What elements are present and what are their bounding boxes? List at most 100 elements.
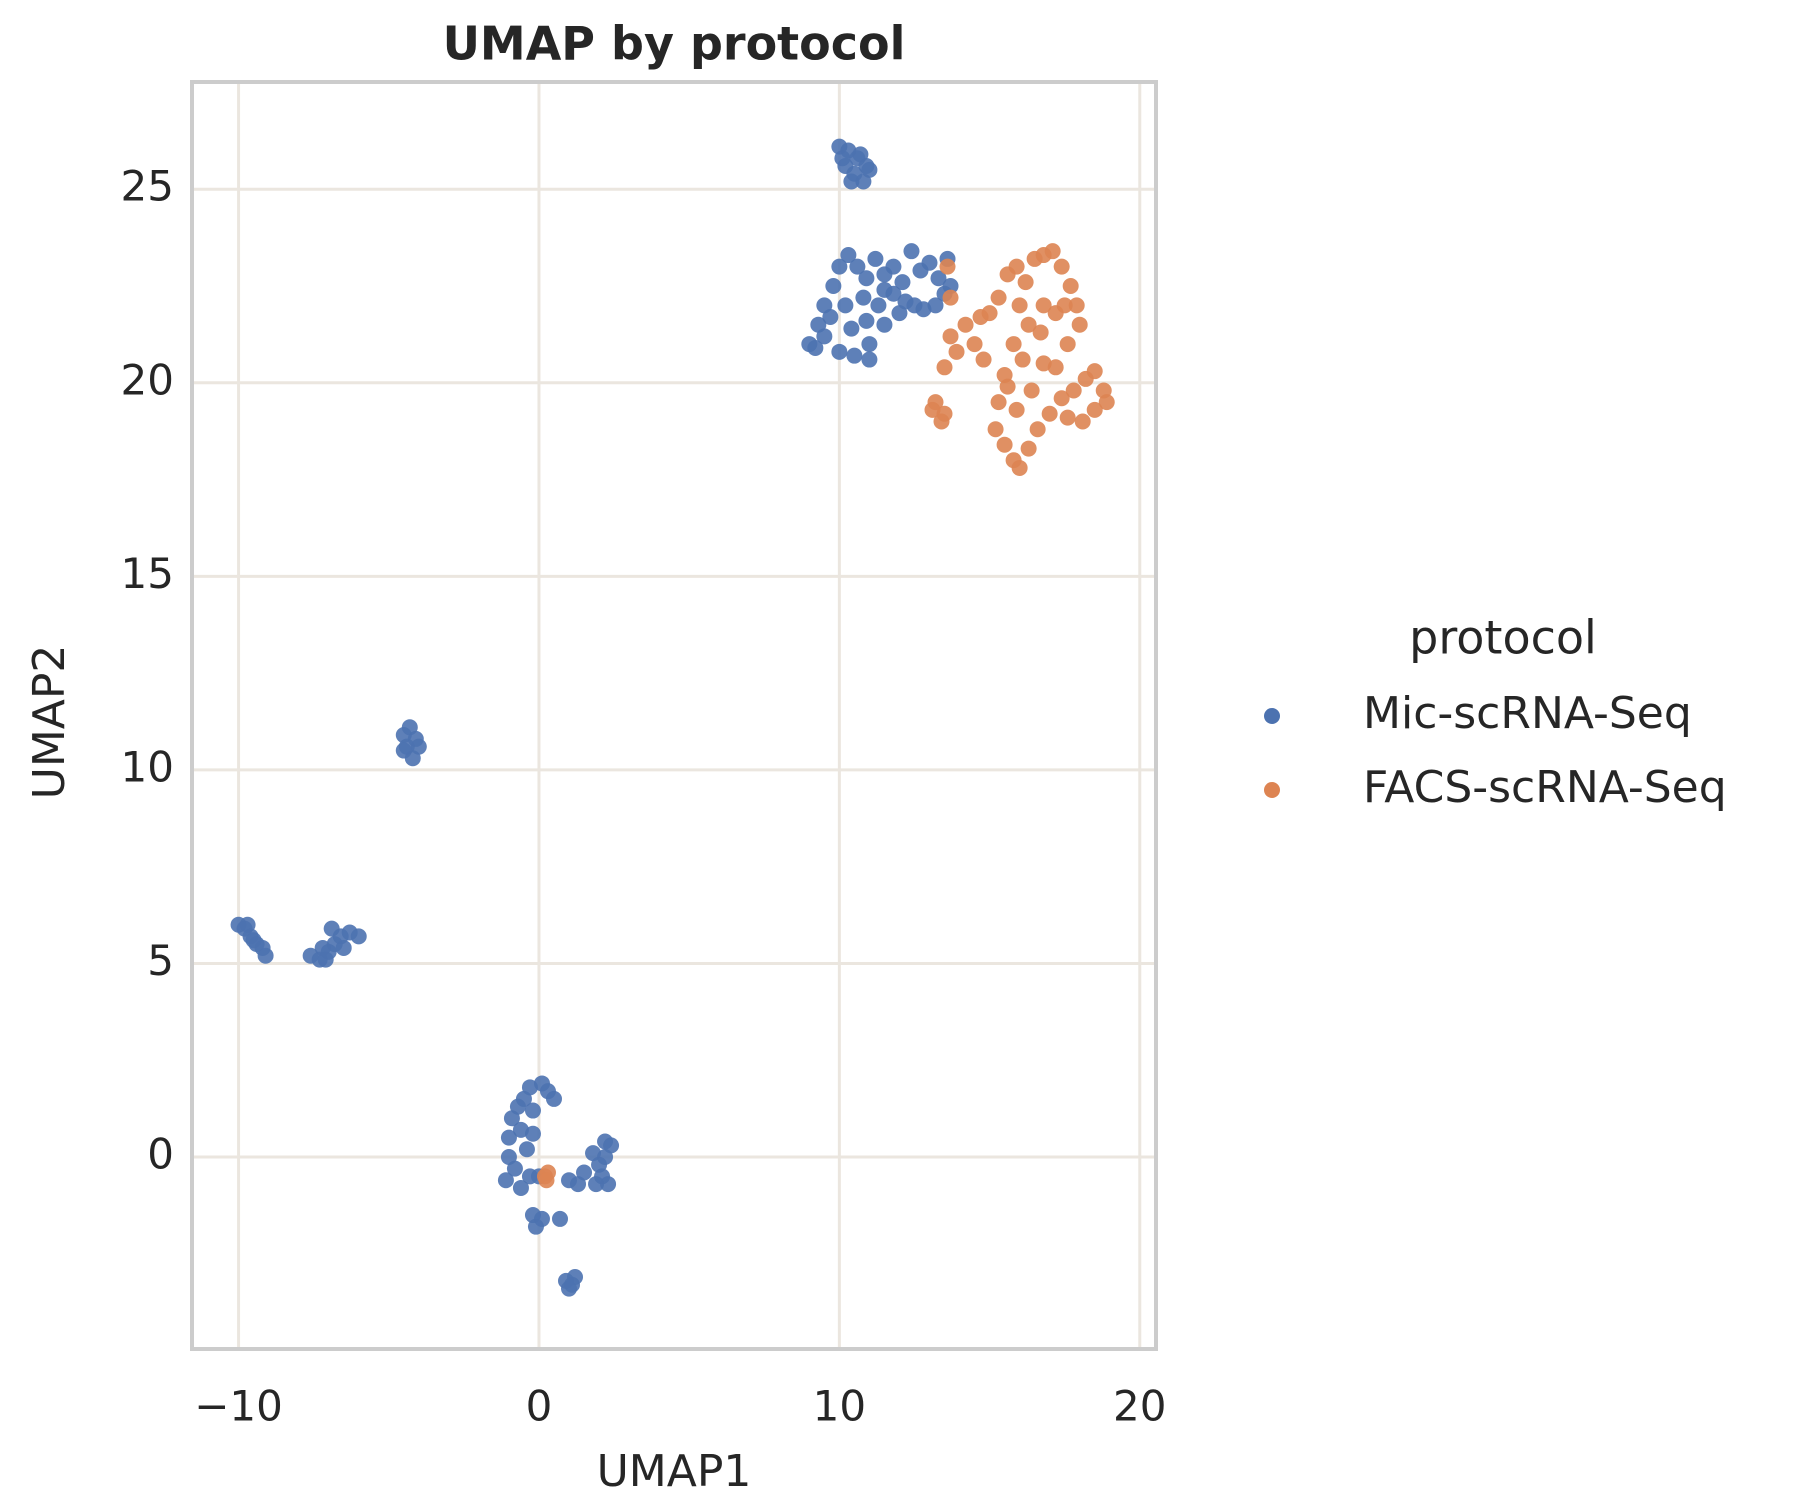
point xyxy=(245,932,262,949)
point xyxy=(561,1280,578,1297)
point xyxy=(551,1210,568,1227)
point xyxy=(1008,258,1025,275)
point xyxy=(936,359,953,376)
y-tick-label: 15 xyxy=(121,549,174,598)
y-tick-label: 5 xyxy=(147,936,174,985)
point xyxy=(858,270,875,287)
point xyxy=(948,343,965,360)
point xyxy=(545,1090,562,1107)
point xyxy=(825,278,842,295)
legend-label: FACS-scRNA-Seq xyxy=(1363,762,1727,813)
axes-frame xyxy=(190,80,1158,1351)
point xyxy=(1086,401,1103,418)
point xyxy=(1035,355,1052,372)
point xyxy=(822,308,839,325)
point xyxy=(524,1125,541,1142)
point xyxy=(870,297,887,314)
point xyxy=(867,250,884,267)
point xyxy=(990,394,1007,411)
point xyxy=(1035,297,1052,314)
point xyxy=(972,308,989,325)
point xyxy=(942,278,959,295)
point xyxy=(852,146,869,163)
x-tick-label: 10 xyxy=(813,1382,866,1431)
point xyxy=(849,258,866,275)
point xyxy=(524,1102,541,1119)
point xyxy=(1029,421,1046,438)
grid xyxy=(192,82,1156,1349)
point xyxy=(1059,336,1076,353)
point xyxy=(1041,405,1058,422)
point xyxy=(335,939,352,956)
point xyxy=(966,336,983,353)
point xyxy=(903,243,920,260)
point xyxy=(831,258,848,275)
point xyxy=(1098,394,1115,411)
point xyxy=(350,928,367,945)
point xyxy=(885,258,902,275)
point xyxy=(597,1148,614,1165)
point xyxy=(846,347,863,364)
point xyxy=(930,270,947,287)
point xyxy=(831,343,848,360)
point xyxy=(894,274,911,291)
point xyxy=(395,742,412,759)
point xyxy=(1008,401,1025,418)
point xyxy=(1020,440,1037,457)
point xyxy=(843,173,860,190)
point xyxy=(957,316,974,333)
point xyxy=(939,258,956,275)
point xyxy=(512,1121,529,1138)
point xyxy=(1005,336,1022,353)
point xyxy=(897,293,914,310)
point xyxy=(807,339,824,356)
x-tick-label: 0 xyxy=(526,1382,553,1431)
point xyxy=(936,405,953,422)
point xyxy=(410,738,427,755)
point xyxy=(855,289,872,306)
point xyxy=(257,947,274,964)
legend-title: protocol xyxy=(1409,611,1597,665)
point xyxy=(524,1207,541,1224)
point xyxy=(990,289,1007,306)
point xyxy=(876,281,893,298)
point xyxy=(876,316,893,333)
point xyxy=(576,1164,593,1181)
point xyxy=(1068,297,1085,314)
point xyxy=(858,312,875,329)
point xyxy=(840,247,857,264)
point xyxy=(975,351,992,368)
y-tick-label: 0 xyxy=(147,1129,174,1178)
point xyxy=(843,320,860,337)
point xyxy=(861,351,878,368)
y-tick-label: 25 xyxy=(121,162,174,211)
point xyxy=(1059,409,1076,426)
x-tick-label: −10 xyxy=(194,1382,283,1431)
point xyxy=(1053,390,1070,407)
point xyxy=(1074,413,1091,430)
point xyxy=(1044,243,1061,260)
point xyxy=(323,920,340,937)
point xyxy=(500,1129,517,1146)
point xyxy=(588,1176,605,1193)
legend-label: Mic-scRNA-Seq xyxy=(1363,688,1692,739)
point xyxy=(942,289,959,306)
point xyxy=(921,254,938,271)
point xyxy=(1011,297,1028,314)
points xyxy=(230,138,1115,1297)
point xyxy=(1011,459,1028,476)
point xyxy=(1086,363,1103,380)
point xyxy=(1017,274,1034,291)
point xyxy=(317,951,334,968)
y-tick-label: 20 xyxy=(121,355,174,404)
point xyxy=(942,328,959,345)
point xyxy=(538,1172,555,1189)
point xyxy=(497,1172,514,1189)
point xyxy=(1047,359,1064,376)
x-axis-label: UMAP1 xyxy=(597,1446,752,1497)
point xyxy=(915,301,932,318)
point xyxy=(239,916,256,933)
y-tick-label: 10 xyxy=(121,742,174,791)
